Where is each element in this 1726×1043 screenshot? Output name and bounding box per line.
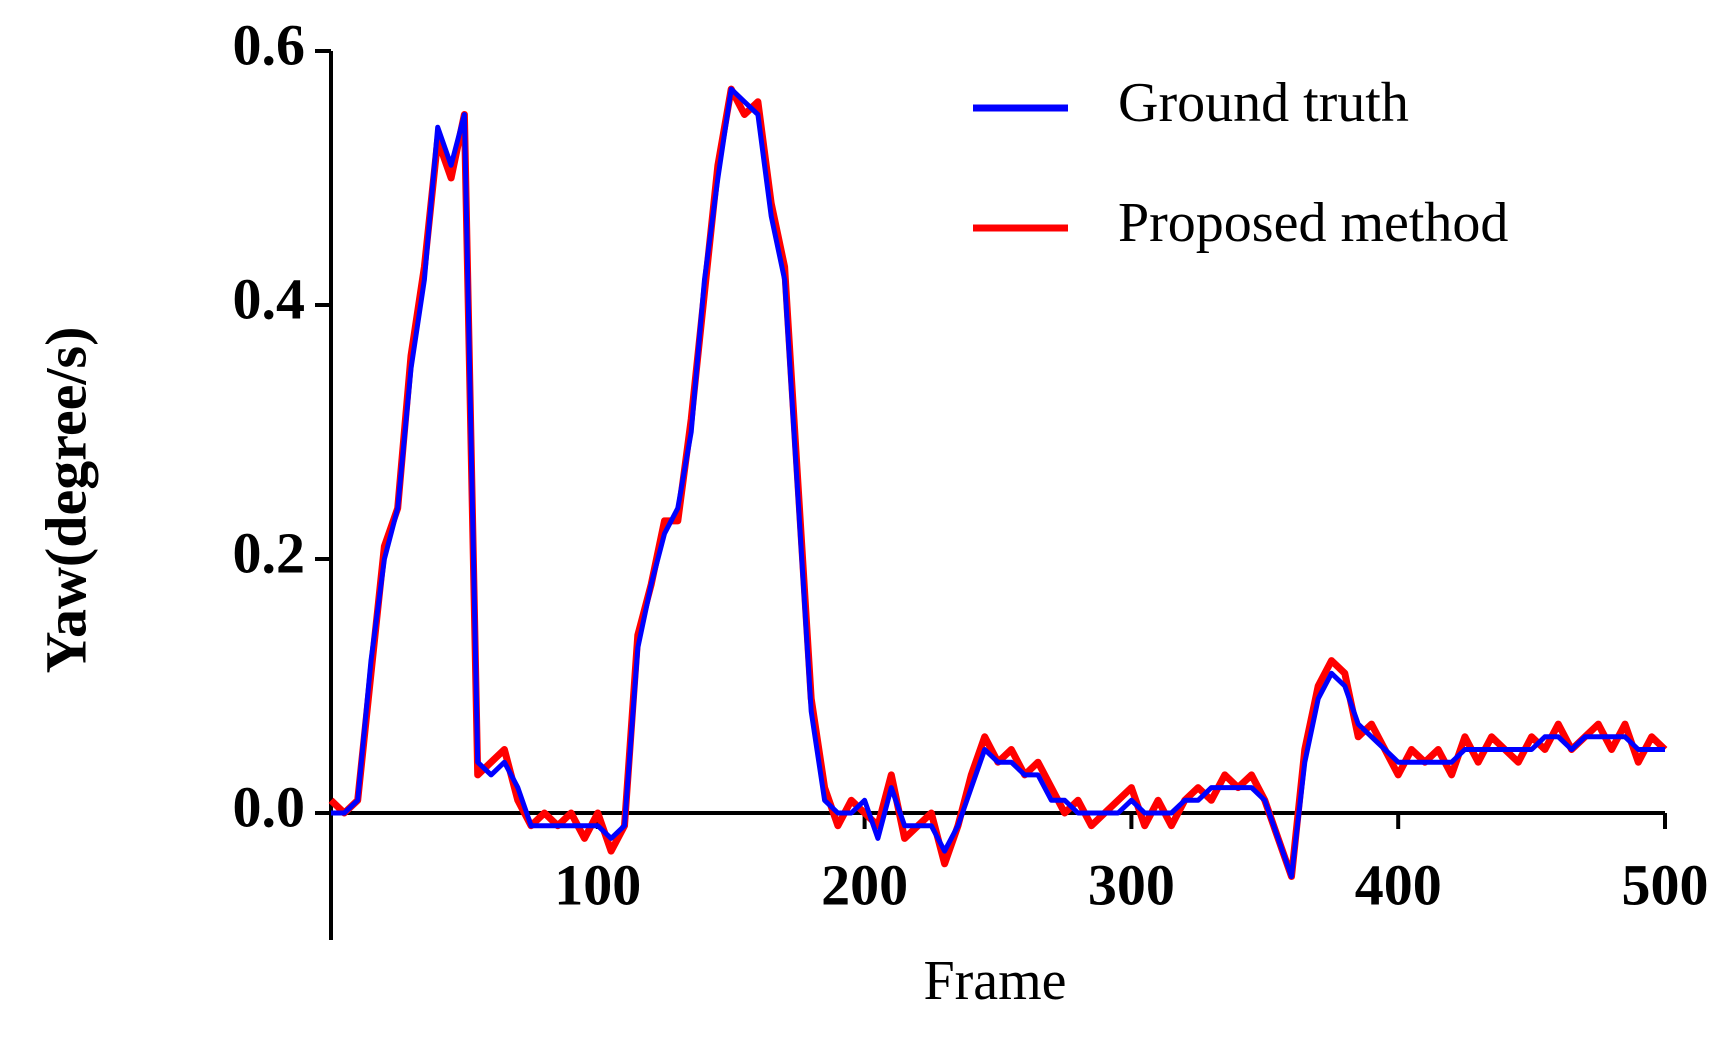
x-tick-label: 400 [1355, 852, 1442, 917]
y-tick-label: 0.6 [233, 12, 306, 77]
y-tick-label: 0.2 [233, 520, 306, 585]
x-tick-label: 500 [1622, 852, 1709, 917]
x-tick-label: 100 [554, 852, 641, 917]
legend-label: Ground truth [1118, 72, 1409, 134]
y-tick-label: 0.0 [233, 774, 306, 839]
legend-label: Proposed method [1118, 192, 1508, 254]
data-line [331, 86, 1665, 879]
y-tick-label: 0.4 [233, 266, 306, 331]
x-tick-label: 200 [821, 852, 908, 917]
x-axis-label: Frame [923, 950, 1066, 1012]
y-axis-label: Yaw(degree/s) [33, 327, 98, 674]
x-tick-label: 300 [1088, 852, 1175, 917]
